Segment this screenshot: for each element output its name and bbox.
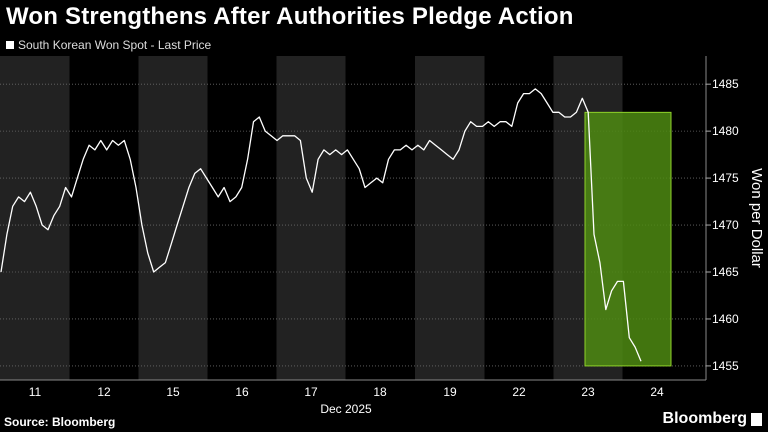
chart-title: Won Strengthens After Authorities Pledge…: [6, 3, 574, 30]
y-tick-label: 1485: [712, 77, 739, 91]
y-tick-label: 1470: [712, 218, 739, 232]
x-axis-label: Dec 2025: [320, 402, 372, 416]
legend-swatch: [6, 41, 14, 49]
x-tick-label: 23: [581, 385, 595, 399]
x-tick-label: 19: [443, 385, 457, 399]
day-band: [276, 56, 346, 380]
y-tick-label: 1460: [712, 312, 739, 326]
day-band: [0, 56, 70, 380]
y-axis-title: Won per Dollar: [748, 168, 765, 268]
y-tick-label: 1465: [712, 265, 739, 279]
price-line: [0, 88, 642, 362]
brand-name: Bloomberg: [662, 410, 747, 427]
y-tick-label: 1475: [712, 171, 739, 185]
x-tick-label: 15: [166, 385, 180, 399]
day-band: [415, 56, 485, 380]
legend: South Korean Won Spot - Last Price: [6, 38, 211, 52]
x-tick-label: 16: [235, 385, 249, 399]
x-tick-label: 22: [512, 385, 526, 399]
x-tick-label: 18: [373, 385, 387, 399]
legend-label: South Korean Won Spot - Last Price: [18, 38, 212, 52]
brand-logo: Bloomberg: [663, 410, 762, 428]
x-tick-label: 24: [650, 385, 664, 399]
brand-mark-icon: [751, 412, 762, 426]
x-tick-label: 11: [29, 385, 42, 399]
y-tick-label: 1480: [712, 124, 739, 138]
x-tick-label: 12: [97, 385, 111, 399]
source-note: Source: Bloomberg: [4, 415, 116, 429]
y-tick-label: 1455: [712, 359, 739, 373]
day-band: [138, 56, 208, 380]
x-tick-label: 17: [304, 385, 318, 399]
